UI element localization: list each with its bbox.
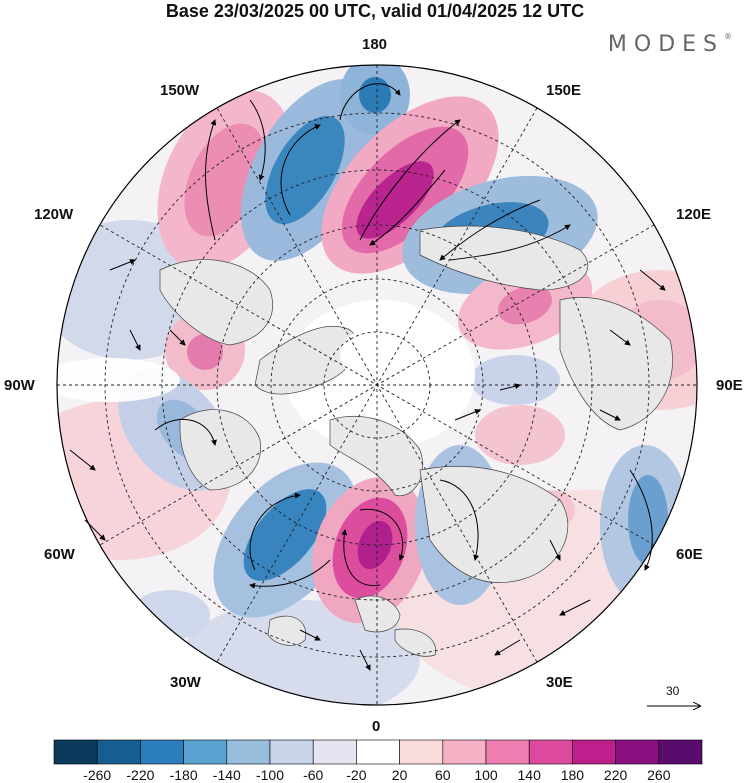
wind-vector	[249, 99, 266, 181]
registered-mark: ®	[724, 32, 732, 41]
lon-label-180: 180	[362, 36, 388, 53]
wind-vector	[499, 383, 521, 391]
wind-vector	[205, 119, 217, 241]
wind-vector	[454, 409, 481, 421]
wind-vector	[629, 469, 653, 571]
lon-label-150w: 150W	[160, 82, 200, 99]
lon-label-120e: 120E	[676, 206, 712, 223]
colorbar-tick-label: -60	[303, 767, 324, 783]
wind-vector	[439, 199, 541, 261]
lon-label-30w: 30W	[170, 674, 201, 691]
wind-vectors	[69, 83, 666, 671]
wind-vector	[439, 479, 480, 561]
anomaly-region	[497, 285, 553, 325]
map-title: Base 23/03/2025 00 UTC, valid 01/04/2025…	[165, 1, 585, 21]
lon-label-60e: 60E	[676, 546, 703, 563]
wind-vector	[359, 508, 405, 561]
wind-vector	[154, 418, 217, 446]
wind-vector	[69, 449, 96, 471]
wind-vector	[369, 169, 446, 246]
anomaly-region	[359, 77, 391, 113]
wind-vector	[449, 224, 571, 261]
wind-vector	[609, 329, 631, 346]
colorbar-tick-label: -180	[169, 767, 198, 783]
brand-text: MODES	[607, 32, 724, 57]
colorbar-tick-label: 140	[517, 767, 541, 783]
wind-vector	[359, 119, 461, 241]
colorbar-swatch	[528, 739, 573, 765]
lon-label-60w: 60W	[44, 546, 75, 563]
wind-vector	[494, 639, 521, 656]
colorbar-tick-label: 60	[435, 767, 451, 783]
wind-vector	[639, 269, 666, 291]
anomaly-region	[628, 475, 668, 565]
lon-label-90e: 90E	[716, 377, 743, 394]
coastlines	[159, 225, 673, 657]
wind-vector	[249, 492, 301, 571]
colorbar-tick-label: -260	[83, 767, 112, 783]
anomaly-region	[475, 405, 565, 465]
colorbar-tick-label: 260	[647, 767, 671, 783]
wind-vector	[249, 559, 331, 589]
lon-label-120w: 120W	[34, 206, 74, 223]
colorbar-swatch	[312, 739, 357, 765]
anomaly-region	[243, 489, 327, 581]
colorbar-tick-label: 100	[474, 767, 498, 783]
colorbar-swatch	[356, 739, 400, 765]
reference-vector-value: 30	[666, 684, 680, 698]
anomaly-region	[130, 590, 210, 640]
colorbar-swatch	[140, 739, 184, 765]
wind-vector	[599, 409, 621, 421]
wind-vector	[359, 649, 371, 671]
colorbar-tick-label: -100	[255, 767, 285, 783]
wind-vector	[341, 529, 381, 586]
map-field	[57, 65, 697, 705]
colorbar-tick-label: -140	[212, 767, 241, 783]
colorbar-tick-label: -20	[346, 767, 367, 783]
colorbar-swatch	[53, 739, 98, 765]
lon-label-150e: 150E	[546, 82, 582, 99]
lon-label-0: 0	[372, 718, 381, 735]
colorbar-tick-label: 220	[603, 767, 628, 783]
polar-cap	[340, 325, 430, 385]
anomaly-region	[356, 161, 434, 239]
meridian	[216, 107, 538, 663]
colorbar-swatch	[485, 739, 530, 765]
anomaly-region	[187, 334, 223, 370]
modes-logo: MODES®	[608, 32, 732, 57]
colorbar-tick-label: 180	[560, 767, 585, 783]
wind-vector	[109, 259, 136, 271]
colorbar-tick-label: -220	[126, 767, 155, 783]
map-boundary	[56, 64, 698, 706]
colorbar-swatch	[183, 739, 228, 765]
colorbar-swatch	[96, 739, 141, 765]
anomaly-region	[57, 358, 180, 402]
lon-label-90w: 90W	[4, 377, 35, 394]
wind-vector	[169, 329, 186, 346]
colorbar-swatch	[572, 739, 616, 765]
anomaly-region	[265, 115, 345, 225]
wind-vector	[129, 329, 141, 351]
graticule	[57, 65, 697, 705]
colorbar	[53, 739, 703, 765]
colorbar-swatch	[226, 739, 271, 765]
colorbar-swatch	[399, 739, 444, 765]
colorbar-swatch	[615, 739, 660, 765]
colorbar-swatch	[658, 739, 703, 765]
colorbar-swatch	[269, 739, 314, 765]
wind-vector	[549, 539, 561, 561]
colorbar-tick-label: 20	[391, 767, 408, 783]
wind-vector	[299, 629, 321, 641]
colorbar-swatch	[442, 739, 487, 765]
anomaly-region	[470, 355, 560, 405]
wind-vector	[559, 599, 591, 616]
wind-vector	[339, 83, 401, 121]
lon-label-30e: 30E	[546, 674, 573, 691]
wind-vector	[280, 124, 321, 216]
